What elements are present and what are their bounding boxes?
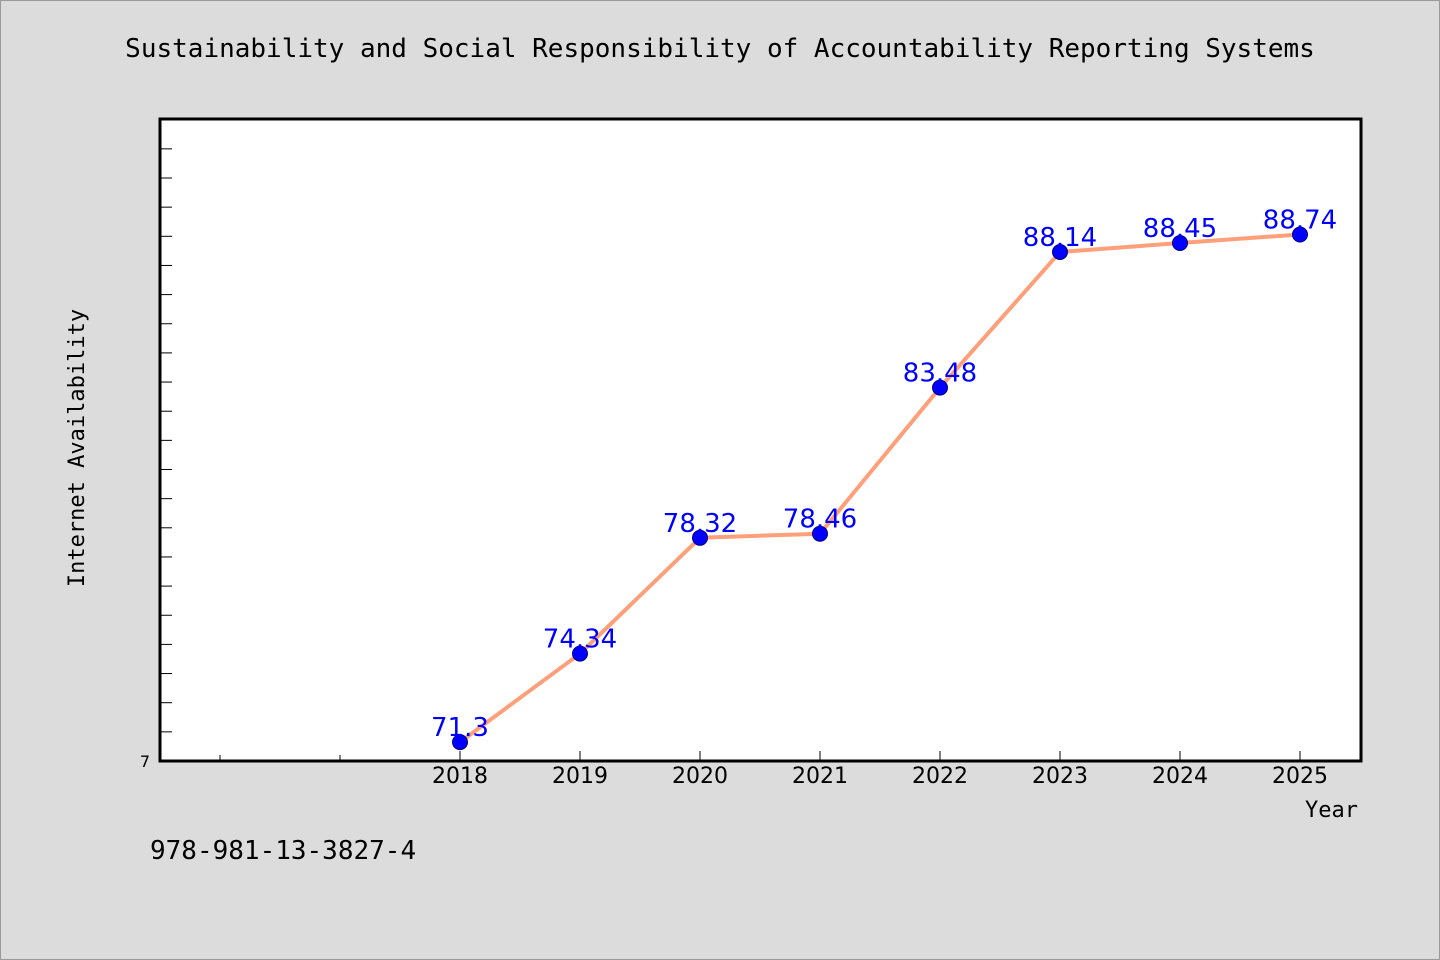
series-line [458, 232, 1301, 744]
data-label: 71.3 [431, 713, 489, 743]
y-axis-label: Internet Availability [65, 309, 90, 587]
data-point [932, 379, 948, 396]
data-label: 83.48 [903, 359, 977, 389]
x-tick-label: 2020 [672, 764, 728, 789]
data-point [1052, 244, 1068, 260]
data-point [1172, 235, 1188, 251]
data-markers [452, 226, 1308, 751]
x-tick-label: 2025 [1272, 764, 1328, 789]
data-label: 78.32 [663, 509, 737, 539]
x-tick-labels: 2018 2019 2020 2021 2022 2023 2024 2025 [432, 764, 1328, 789]
y-tick-label: 7 [140, 752, 150, 771]
x-tick-label: 2018 [432, 764, 488, 789]
data-label: 88.74 [1263, 206, 1337, 236]
data-labels: 71.3 74.34 78.32 78.46 83.48 88.14 88.45 88.74 [431, 206, 1337, 744]
data-point [812, 525, 828, 542]
x-tick-label: 2019 [552, 764, 608, 789]
x-tick-label: 2023 [1032, 764, 1088, 789]
data-label: 78.46 [783, 505, 857, 535]
y-axis-ticks [160, 148, 172, 762]
x-tick-label: 2024 [1152, 764, 1208, 789]
data-label: 88.14 [1023, 223, 1097, 253]
data-point [1292, 226, 1308, 243]
data-point [572, 645, 588, 662]
data-point [452, 734, 468, 751]
chart-title: Sustainability and Social Responsibility… [125, 34, 1315, 64]
x-axis-label: Year [1305, 798, 1358, 823]
x-tick-label: 2022 [912, 764, 968, 789]
data-point [692, 529, 708, 546]
data-label: 74.34 [543, 625, 617, 655]
plot-area [158, 117, 1363, 763]
isbn-text: 978-981-13-3827-4 [150, 836, 417, 866]
x-axis-ticks [219, 751, 1301, 761]
data-label: 88.45 [1143, 214, 1217, 244]
x-tick-label: 2021 [792, 764, 848, 789]
